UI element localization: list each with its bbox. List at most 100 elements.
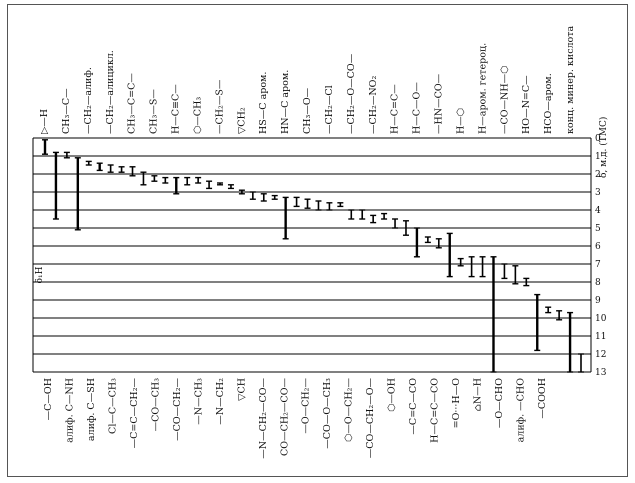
top-group-label: —CH₂—O—CO— [346, 53, 357, 134]
scale-label: 0 [595, 134, 601, 144]
top-group-label: CH₃—C=C— [127, 73, 138, 134]
chart-grid [32, 137, 592, 373]
scale-label: 12 [595, 350, 606, 360]
shift-range [118, 166, 125, 173]
bottom-group-label: —C=C—CH₂— [129, 378, 140, 449]
bottom-group-label: —N—CH₂ [215, 378, 226, 425]
bottom-group-label: —CO—O—CH₃ [322, 378, 333, 449]
shift-range [392, 218, 399, 229]
shift-range [63, 151, 70, 159]
shift-range [501, 263, 508, 280]
top-group-label: CH₃—O— [302, 87, 313, 134]
shift-range [304, 198, 311, 209]
axis-title: δ, м.д. (ТМС) [598, 117, 609, 178]
top-group-label: H—аром. гетероц. [477, 43, 488, 134]
shift-range [249, 191, 256, 200]
bottom-group-label: Cl—C—CH₃ [107, 378, 118, 434]
top-group-label: —CH₂—алицикл. [105, 50, 116, 134]
top-group-label: HCO—аром. [543, 73, 554, 134]
shift-range [402, 220, 409, 236]
page-frame [7, 4, 628, 477]
scale-label: 11 [595, 332, 606, 342]
shift-range [424, 236, 431, 244]
shift-range [370, 214, 377, 224]
top-group-label: ⬡—CH₃ [192, 97, 203, 134]
shift-range [490, 256, 497, 373]
shift-range [96, 162, 103, 172]
shift-range [260, 193, 267, 202]
shift-range [227, 184, 234, 190]
bottom-group-labels: —C—OH алиф. C—NH алиф. C—SH Cl—C—CH₃ —C=C—CH… [43, 378, 548, 459]
shift-range [534, 293, 541, 352]
shift-range [315, 200, 322, 211]
shift-range [42, 139, 48, 155]
scale-label: 5 [595, 224, 601, 234]
shift-range [348, 209, 355, 220]
shift-range [271, 194, 278, 200]
bottom-group-label: ⬡—OH [387, 378, 398, 412]
shift-range [523, 277, 530, 287]
scale-label: 7 [595, 260, 601, 270]
shift-range [567, 311, 574, 373]
shift-range [52, 151, 59, 220]
top-group-label: H—C≡C— [171, 84, 182, 134]
shift-range [151, 175, 158, 182]
top-group-labels: ▷—H CH₃—C— —CH₂—алиф. —CH₂—алицикл. CH₃—C=C—… [39, 25, 576, 134]
shift-range [282, 196, 289, 240]
bottom-group-label: ▽CH [236, 378, 247, 401]
shift-range [162, 176, 169, 184]
top-group-label: —CH₂—S— [214, 79, 225, 134]
shift-range [512, 265, 519, 285]
top-group-label: —CH₂—Cl [324, 85, 335, 134]
shift-range [578, 353, 584, 373]
scale-label: 13 [595, 368, 607, 378]
shift-range [74, 157, 81, 231]
side-label: δ₁H [35, 266, 45, 283]
scale-label: 4 [595, 206, 601, 216]
top-group-label: —CH₂—алиф. [83, 67, 94, 134]
bottom-group-label: —N—CH₂—CO— [258, 378, 269, 459]
top-group-label: H—C=C— [390, 84, 401, 134]
shift-range [468, 256, 475, 278]
bottom-group-label: ⌂N—H [473, 378, 484, 411]
top-group-label: H—⬡ [455, 108, 466, 134]
bottom-group-label: —C—OH [43, 378, 54, 420]
shift-range [238, 189, 245, 195]
top-group-label: —CO—NH—⬡ [499, 66, 510, 134]
scale-label: 10 [595, 314, 607, 324]
bottom-group-label: CO—CH₂—CO— [279, 378, 290, 456]
top-group-label: CH₃—C— [61, 88, 72, 134]
bottom-group-label: —COOH [537, 378, 548, 419]
bottom-group-label: —O—CHO [494, 378, 505, 428]
scale-label: 6 [595, 242, 601, 252]
shift-range [381, 212, 388, 220]
top-group-label: CH₃—S— [149, 89, 160, 134]
shift-range [85, 160, 92, 166]
shift-range [173, 176, 180, 195]
shift-range [129, 166, 136, 177]
bottom-group-label: =O···H—O [451, 378, 462, 429]
shift-range [337, 202, 344, 208]
bottom-group-label: алиф. —CHO [516, 378, 527, 443]
scale-label: 2 [595, 170, 601, 180]
shift-range [184, 176, 191, 186]
bottom-group-label: —C=C—CO [408, 378, 419, 435]
bottom-group-label: —O—CH₂— [301, 378, 312, 434]
bottom-group-label: алиф. C—NH [64, 378, 75, 443]
top-group-label: HO—N=C— [521, 75, 532, 134]
shift-range [140, 171, 147, 186]
shift-range [545, 306, 552, 314]
bottom-group-label: ⬡—O—CH₂— [344, 378, 355, 442]
top-group-label: ▽CH₂ [236, 107, 247, 134]
top-group-label: HS—C аром. [258, 72, 269, 134]
shift-range [435, 238, 442, 249]
top-group-label: конц. минер. кислота [565, 25, 576, 134]
shift-range [359, 209, 366, 220]
top-group-label: HN—C аром. [280, 70, 291, 134]
scale-label: 1 [595, 152, 601, 162]
top-group-label: —HN—CO— [434, 73, 445, 134]
bottom-group-label: —CO—CH₂—O— [365, 378, 376, 459]
scale-label: 3 [595, 188, 601, 198]
